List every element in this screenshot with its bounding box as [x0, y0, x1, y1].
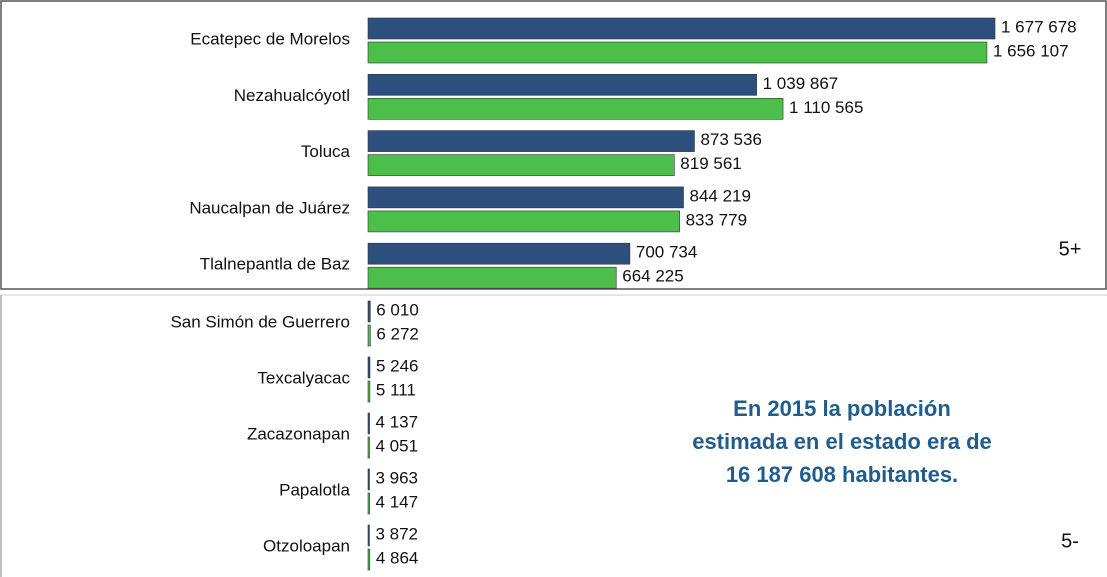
value-label: 1 656 107: [993, 41, 1069, 60]
value-label: 819 561: [680, 154, 741, 173]
bar: [367, 130, 695, 152]
note: En 2015 la población: [733, 396, 951, 421]
bar: [367, 266, 617, 289]
value-label: 1 110 565: [789, 98, 863, 117]
category-label: Otzoloapan: [263, 536, 350, 555]
category-label: Tlalnepantla de Baz: [200, 255, 350, 274]
bar: [367, 186, 684, 209]
bar: [367, 356, 371, 379]
value-label: 1 677 678: [1001, 17, 1077, 36]
panel-label: 5+: [1059, 238, 1082, 260]
category-label: Nezahualcóyotl: [234, 86, 350, 105]
value-label: 1 039 867: [763, 74, 839, 93]
value-label: 700 734: [636, 243, 697, 262]
bar: [367, 524, 370, 547]
bar: [367, 412, 370, 435]
bar: [367, 74, 757, 96]
value-label: 844 219: [690, 186, 751, 205]
bar: [367, 300, 371, 323]
bar: [367, 154, 675, 176]
bar: [367, 468, 370, 491]
value-label: 5 246: [376, 356, 419, 375]
bar: [367, 98, 784, 120]
bar: [367, 492, 370, 515]
value-label: 5 111: [376, 380, 416, 399]
category-label: San Simón de Guerrero: [170, 312, 350, 331]
bar: [367, 548, 371, 571]
category-label: Papalotla: [279, 480, 350, 499]
bar: [367, 17, 996, 40]
bar: [367, 436, 370, 459]
value-label: 4 147: [376, 492, 419, 511]
top-panel: [0, 0, 1107, 290]
category-label: Zacazonapan: [247, 424, 350, 443]
category-label: Naucalpan de Juárez: [189, 198, 350, 217]
category-label: Ecatepec de Morelos: [190, 29, 350, 48]
bar: [367, 324, 371, 347]
note: estimada en el estado era de: [692, 429, 992, 454]
value-label: 3 963: [375, 468, 418, 487]
value-label: 3 872: [375, 524, 418, 543]
value-label: 4 137: [376, 412, 419, 431]
note: 16 187 608 habitantes.: [726, 462, 958, 487]
value-label: 664 225: [622, 267, 683, 286]
bar: [367, 380, 371, 403]
value-label: 6 272: [376, 324, 419, 343]
panel-label: 5-: [1061, 530, 1079, 552]
category-label: Toluca: [301, 142, 351, 161]
value-label: 6 010: [376, 300, 419, 319]
value-label: 833 779: [686, 210, 747, 229]
bar: [367, 242, 631, 265]
category-label: Texcalyacac: [257, 368, 350, 387]
bar: [367, 210, 680, 233]
value-label: 4 864: [376, 548, 419, 567]
value-label: 4 051: [376, 436, 419, 455]
value-label: 873 536: [700, 130, 761, 149]
bar: [367, 41, 988, 64]
